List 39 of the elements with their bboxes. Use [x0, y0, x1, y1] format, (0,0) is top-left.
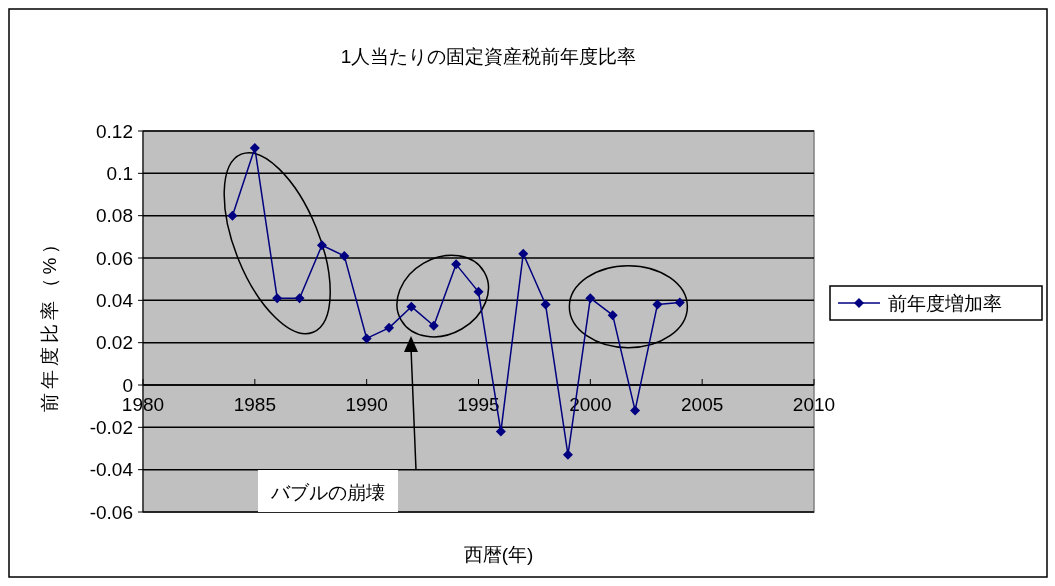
point — [249, 142, 260, 153]
y-tick-label: 0.02 — [96, 332, 133, 354]
point — [428, 320, 439, 331]
point — [339, 250, 350, 261]
point — [227, 210, 238, 221]
annotation: バブルの崩壊 — [270, 482, 385, 503]
y-tick-label: 0 — [122, 374, 133, 396]
x-tick-label: 1990 — [345, 394, 388, 415]
point — [294, 293, 305, 304]
point — [495, 426, 506, 437]
x-tick-label: 2010 — [792, 394, 836, 415]
point — [540, 299, 551, 310]
point — [361, 333, 372, 344]
y-tick-label: 0.04 — [96, 289, 134, 311]
point — [607, 310, 618, 321]
point — [630, 405, 641, 416]
chart-title: 1人当たりの固定資産税前年度比率 — [340, 46, 637, 67]
point — [473, 286, 484, 297]
point — [585, 293, 596, 304]
x-tick-label: 2005 — [681, 394, 724, 415]
y-tick-label: 0.06 — [96, 247, 133, 269]
point — [652, 299, 663, 310]
point — [406, 301, 417, 312]
y-tick-label: 0.08 — [96, 205, 133, 227]
y-tick-label: 0.12 — [96, 120, 133, 142]
y-tick-label: 0.1 — [106, 162, 133, 184]
point — [316, 240, 327, 251]
y-tick-label: -0.06 — [89, 501, 133, 523]
point — [518, 248, 529, 259]
legend-label: 前年度増加率 — [888, 292, 1002, 314]
x-tick-label: 1985 — [233, 394, 276, 415]
x-axis-title: 西暦(年) — [463, 544, 534, 565]
y-axis-title: 前年度比率（%） — [39, 230, 60, 413]
y-tick-label: -0.02 — [89, 416, 133, 438]
point — [384, 322, 395, 333]
point — [451, 259, 462, 270]
point — [674, 297, 685, 308]
y-tick-label: -0.04 — [89, 459, 134, 481]
point — [272, 293, 283, 304]
